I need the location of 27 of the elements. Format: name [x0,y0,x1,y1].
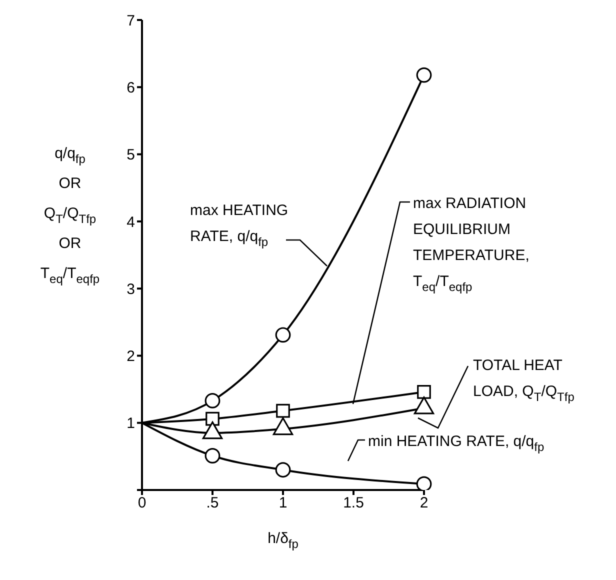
point [416,476,432,490]
x-axis-title: h/δ$_{fp}$ [268,530,299,551]
y-tick-label: 4 [126,214,135,231]
x-tick-label: 2 [420,494,428,512]
x-tick-label: .5 [206,494,219,512]
point [206,412,220,426]
y-tick-label: 1 [126,415,135,432]
point [276,404,290,418]
y-tick-label: 6 [126,79,135,96]
y-tick-label: 5 [126,146,135,164]
legend-label: min HEATING RATE, q/q$_{fp}$ [368,433,544,454]
text: q/q$_{fp}$ OR Q$_{T}$/Q$_{Tfp}$ OR T$_{eq}$/T$_{eqfp}$ [40,145,100,286]
point [417,385,431,399]
x-tick-label: 0 [138,494,146,512]
y-tick-label: 3 [126,280,135,298]
point [204,448,220,464]
text: max HEATING RATE, q/q$_{fp}$ [190,202,288,249]
point [416,67,432,83]
x-tick-label: 1 [278,494,288,512]
point [204,393,220,408]
y-tick-label: 7 [126,12,135,30]
point [275,327,291,343]
text: max RADIATION EQUILIBRIUM TEMPERATURE, T$_{eq}$/T$_{eqfp}$ [413,195,530,294]
y-tick-label: 2 [126,348,135,366]
text: TOTAL HEAT LOAD, Q$_{T}$/Q$_{Tfp}$ [473,357,575,404]
point [275,462,291,478]
x-tick-label: 1.5 [343,494,364,512]
